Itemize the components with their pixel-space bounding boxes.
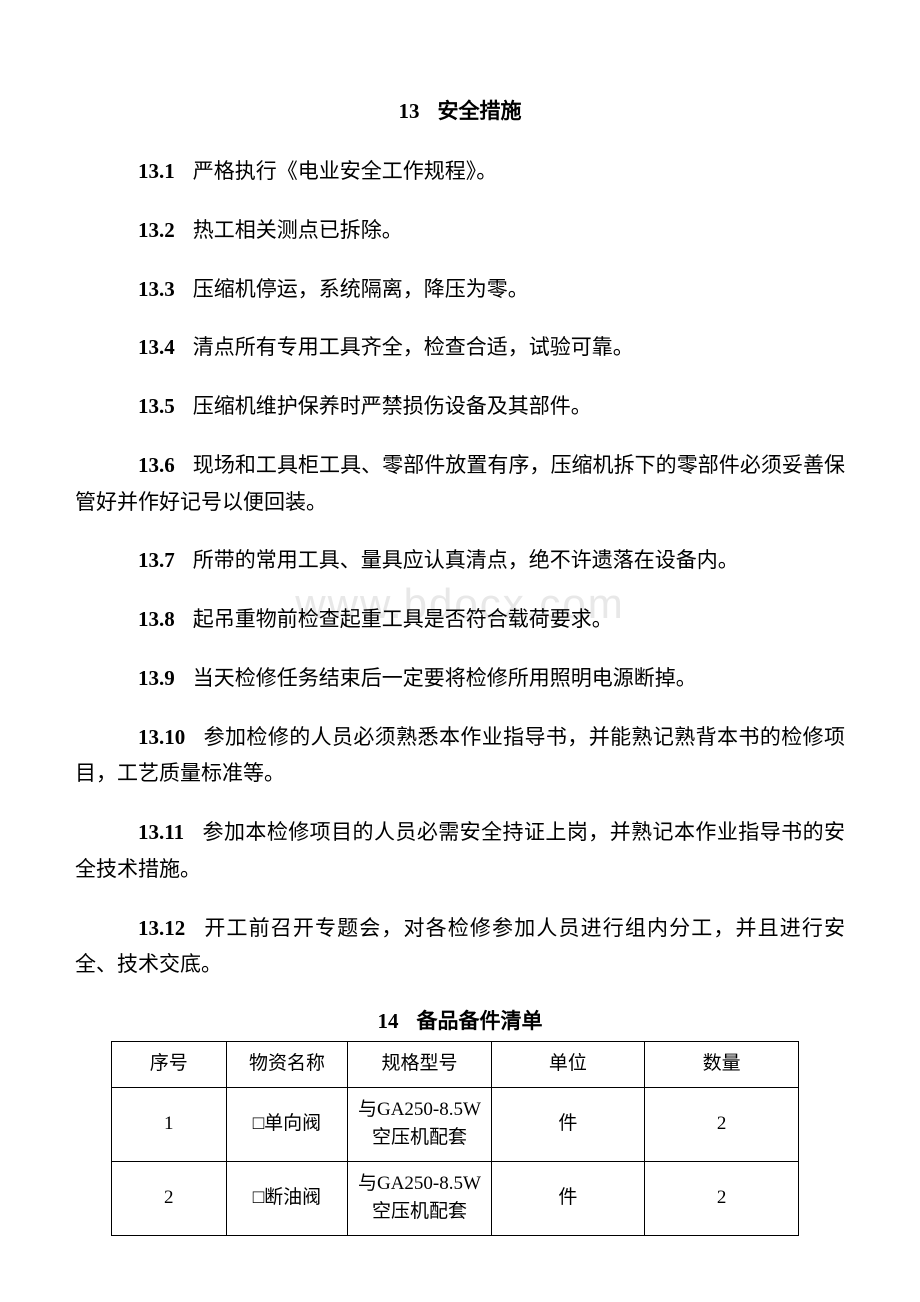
header-seq: 序号 xyxy=(112,1042,227,1088)
cell-spec: 与GA250-8.5W空压机配套 xyxy=(348,1161,491,1235)
item-13-8: 13.8 起吊重物前检查起重工具是否符合载荷要求。 xyxy=(75,601,845,638)
item-13-6: 13.6现场和工具柜工具、零部件放置有序，压缩机拆下的零部件必须妥善保管好并作好… xyxy=(75,447,845,521)
item-13-9: 13.9 当天检修任务结束后一定要将检修所用照明电源断掉。 xyxy=(75,660,845,697)
item-number: 13.2 xyxy=(138,218,175,242)
item-number: 13.7 xyxy=(138,548,175,572)
item-number: 13.6 xyxy=(138,453,175,477)
cell-spec: 与GA250-8.5W空压机配套 xyxy=(348,1087,491,1161)
section-13-number: 13 xyxy=(399,99,420,123)
item-number: 13.5 xyxy=(138,394,175,418)
cell-unit: 件 xyxy=(491,1087,645,1161)
section-14-number: 14 xyxy=(378,1009,399,1033)
header-unit: 单位 xyxy=(491,1042,645,1088)
item-text: 清点所有专用工具齐全，检查合适，试验可靠。 xyxy=(193,335,634,359)
cell-unit: 件 xyxy=(491,1161,645,1235)
item-text: 起吊重物前检查起重工具是否符合载荷要求。 xyxy=(193,607,613,631)
item-13-2: 13.2 热工相关测点已拆除。 xyxy=(75,212,845,249)
document-content: 13 安全措施 13.1 严格执行《电业安全工作规程》。 13.2 热工相关测点已拆除… xyxy=(75,95,845,1236)
item-text: 参加本检修项目的人员必需安全持证上岗，并熟记本作业指导书的安全技术措施。 xyxy=(75,820,845,881)
item-number: 13.11 xyxy=(138,820,184,844)
section-14-title-text: 备品备件清单 xyxy=(417,1009,543,1033)
item-13-1: 13.1 严格执行《电业安全工作规程》。 xyxy=(75,153,845,190)
item-number: 13.8 xyxy=(138,607,175,631)
item-13-7: 13.7 所带的常用工具、量具应认真清点，绝不许遗落在设备内。 xyxy=(75,542,845,579)
item-text: 严格执行《电业安全工作规程》。 xyxy=(193,159,498,183)
cell-qty: 2 xyxy=(645,1161,799,1235)
item-13-3: 13.3 压缩机停运，系统隔离，降压为零。 xyxy=(75,271,845,308)
cell-seq: 1 xyxy=(112,1087,227,1161)
cell-seq: 2 xyxy=(112,1161,227,1235)
section-13-title-text: 安全措施 xyxy=(438,99,522,123)
item-number: 13.3 xyxy=(138,277,175,301)
item-number: 13.12 xyxy=(138,916,185,940)
item-text: 所带的常用工具、量具应认真清点，绝不许遗落在设备内。 xyxy=(193,548,739,572)
item-text: 当天检修任务结束后一定要将检修所用照明电源断掉。 xyxy=(193,666,697,690)
item-number: 13.10 xyxy=(138,725,185,749)
item-13-5: 13.5 压缩机维护保养时严禁损伤设备及其部件。 xyxy=(75,388,845,425)
table-header-row: 序号 物资名称 规格型号 单位 数量 xyxy=(112,1042,799,1088)
table-row: 2 □断油阀 与GA250-8.5W空压机配套 件 2 xyxy=(112,1161,799,1235)
header-qty: 数量 xyxy=(645,1042,799,1088)
item-text: 开工前召开专题会，对各检修参加人员进行组内分工，并且进行安全、技术交底。 xyxy=(75,916,845,977)
header-name: 物资名称 xyxy=(226,1042,348,1088)
item-text: 压缩机停运，系统隔离，降压为零。 xyxy=(193,277,529,301)
item-text: 压缩机维护保养时严禁损伤设备及其部件。 xyxy=(193,394,592,418)
item-13-12: 13.12开工前召开专题会，对各检修参加人员进行组内分工，并且进行安全、技术交底… xyxy=(75,910,845,984)
item-text: 现场和工具柜工具、零部件放置有序，压缩机拆下的零部件必须妥善保管好并作好记号以便… xyxy=(75,453,845,514)
cell-qty: 2 xyxy=(645,1087,799,1161)
item-text: 热工相关测点已拆除。 xyxy=(193,218,403,242)
item-number: 13.4 xyxy=(138,335,175,359)
table-row: 1 □单向阀 与GA250-8.5W空压机配套 件 2 xyxy=(112,1087,799,1161)
item-number: 13.9 xyxy=(138,666,175,690)
item-13-4: 13.4 清点所有专用工具齐全，检查合适，试验可靠。 xyxy=(75,329,845,366)
header-spec: 规格型号 xyxy=(348,1042,491,1088)
section-14-title: 14 备品备件清单 xyxy=(75,1005,845,1035)
cell-name: □断油阀 xyxy=(226,1161,348,1235)
item-text: 参加检修的人员必须熟悉本作业指导书，并能熟记熟背本书的检修项目，工艺质量标准等。 xyxy=(75,725,845,786)
item-13-10: 13.10参加检修的人员必须熟悉本作业指导书，并能熟记熟背本书的检修项目，工艺质… xyxy=(75,719,845,793)
cell-name: □单向阀 xyxy=(226,1087,348,1161)
section-13-title: 13 安全措施 xyxy=(75,95,845,125)
item-number: 13.1 xyxy=(138,159,175,183)
item-13-11: 13.11参加本检修项目的人员必需安全持证上岗，并熟记本作业指导书的安全技术措施… xyxy=(75,814,845,888)
parts-table: 序号 物资名称 规格型号 单位 数量 1 □单向阀 与GA250-8.5W空压机… xyxy=(111,1041,799,1236)
